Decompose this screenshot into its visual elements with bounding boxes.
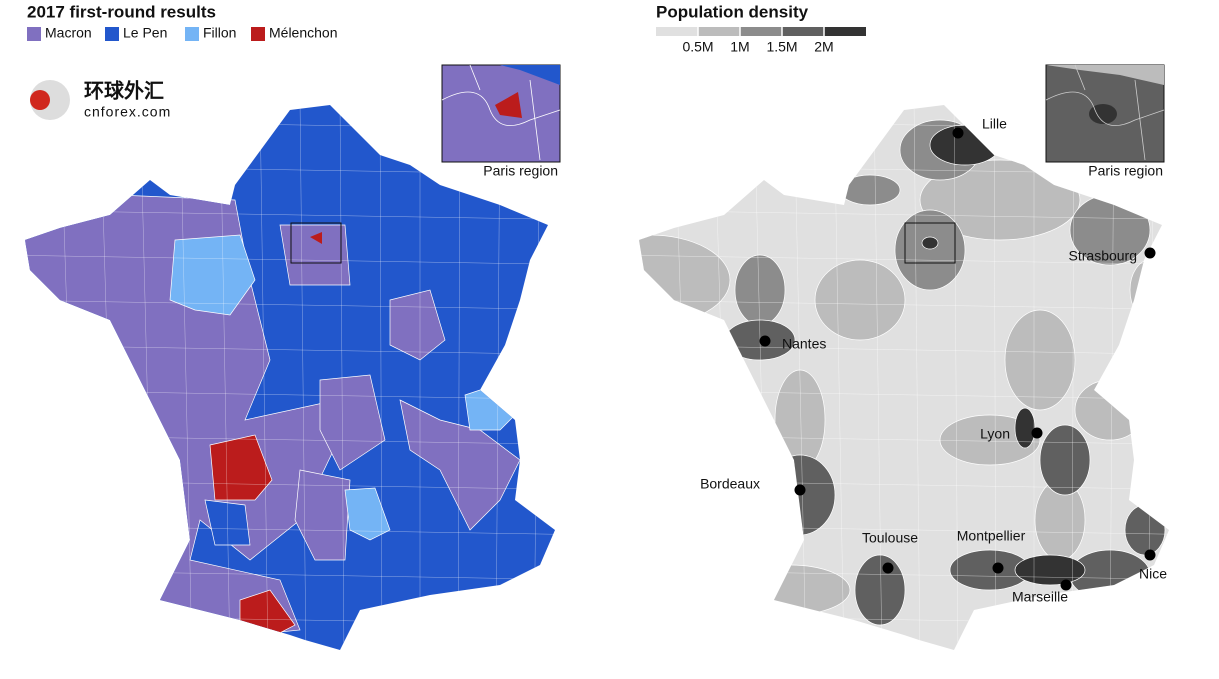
border	[259, 105, 269, 650]
scale-swatch	[824, 27, 866, 36]
border	[25, 299, 555, 311]
watermark-url: cnforex.com	[84, 104, 171, 120]
right-title: Population density	[656, 2, 809, 21]
border	[713, 105, 731, 650]
city-dot	[759, 335, 771, 347]
region	[734, 254, 786, 326]
city-label: Montpellier	[957, 528, 1026, 544]
border	[639, 254, 1169, 266]
legend-swatch	[251, 27, 265, 41]
watermark: 环球外汇 cnforex.com	[30, 78, 171, 120]
region	[389, 289, 446, 361]
region	[894, 209, 966, 291]
legend-label: Macron	[45, 25, 92, 41]
scale-swatch	[782, 27, 824, 36]
region	[639, 234, 731, 326]
scale-label: 0.5M	[682, 39, 713, 55]
legend-label: Fillon	[203, 25, 236, 41]
region	[169, 234, 256, 316]
city-dot	[1144, 549, 1156, 561]
city-dot	[952, 127, 964, 139]
border	[25, 105, 41, 650]
border	[639, 105, 655, 650]
border	[299, 105, 307, 650]
city-label: Nantes	[782, 336, 826, 352]
watermark-name: 环球外汇	[84, 78, 164, 102]
border	[1071, 105, 1075, 650]
region	[814, 259, 906, 341]
border	[25, 254, 555, 266]
region	[854, 554, 906, 626]
border	[913, 105, 921, 650]
region	[1124, 504, 1166, 556]
region	[1074, 379, 1146, 441]
left-inset	[441, 64, 561, 163]
legend-label: Mélenchon	[269, 25, 338, 41]
border	[59, 105, 79, 650]
border	[673, 105, 693, 650]
border	[953, 105, 959, 650]
region	[344, 487, 391, 541]
region	[1129, 259, 1169, 321]
city-label: Strasbourg	[1069, 248, 1137, 264]
region	[729, 564, 851, 616]
scale-swatch	[656, 27, 698, 36]
city-label: Lille	[982, 116, 1007, 132]
region	[319, 374, 386, 471]
paris-box	[904, 222, 956, 264]
scale-swatch	[740, 27, 782, 36]
region	[279, 224, 351, 286]
border	[533, 105, 541, 650]
city-label: Marseille	[1012, 589, 1068, 605]
city-label: Toulouse	[862, 530, 918, 546]
scale-swatch	[698, 27, 740, 36]
right-inset	[1045, 64, 1165, 163]
city-label: Bordeaux	[700, 476, 760, 492]
region	[294, 469, 351, 561]
scale-label: 1.5M	[766, 39, 797, 55]
border	[639, 299, 1169, 311]
region	[1039, 424, 1091, 496]
city-dot	[882, 562, 894, 574]
inset-label: Paris region	[1088, 163, 1163, 179]
paris-box	[290, 222, 342, 264]
region	[310, 232, 322, 244]
scale-label: 1M	[730, 39, 749, 55]
border	[873, 105, 883, 650]
legend-swatch	[27, 27, 41, 41]
city-label: Lyon	[980, 426, 1010, 442]
border	[99, 105, 117, 650]
region	[1014, 554, 1086, 586]
region	[1004, 309, 1076, 411]
city-dot	[794, 484, 806, 496]
city-dot	[992, 562, 1004, 574]
legend-swatch	[185, 27, 199, 41]
region	[919, 159, 1081, 241]
city-dot	[1144, 247, 1156, 259]
city-label: Nice	[1139, 566, 1167, 582]
region	[921, 236, 939, 250]
border	[379, 105, 383, 650]
left-title: 2017 first-round results	[27, 2, 216, 21]
city-dot	[1031, 427, 1043, 439]
region	[839, 174, 901, 206]
border	[457, 105, 461, 650]
inset-label: Paris region	[483, 163, 558, 179]
border	[339, 105, 345, 650]
legend-swatch	[105, 27, 119, 41]
city-dot	[1060, 579, 1072, 591]
scale-label: 2M	[814, 39, 833, 55]
legend-label: Le Pen	[123, 25, 167, 41]
